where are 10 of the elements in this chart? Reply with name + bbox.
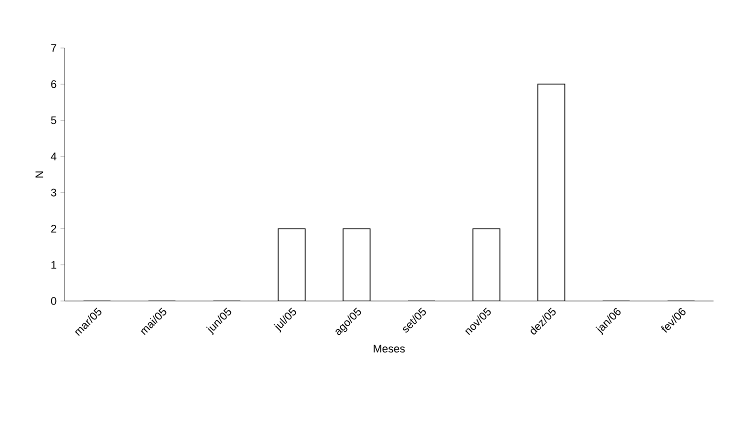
y-tick-label: 2: [51, 224, 56, 233]
y-tick-label: 1: [51, 261, 56, 269]
y-axis-title: N: [36, 171, 44, 178]
y-tick-label: 7: [51, 44, 56, 52]
y-tick-label: 5: [51, 116, 56, 124]
y-tick-label: 4: [50, 152, 56, 160]
y-tick-label: 3: [51, 188, 56, 196]
y-tick-label: 0: [51, 297, 56, 305]
y-tick-label: 6: [51, 80, 56, 88]
x-axis-title: Meses: [374, 344, 405, 353]
